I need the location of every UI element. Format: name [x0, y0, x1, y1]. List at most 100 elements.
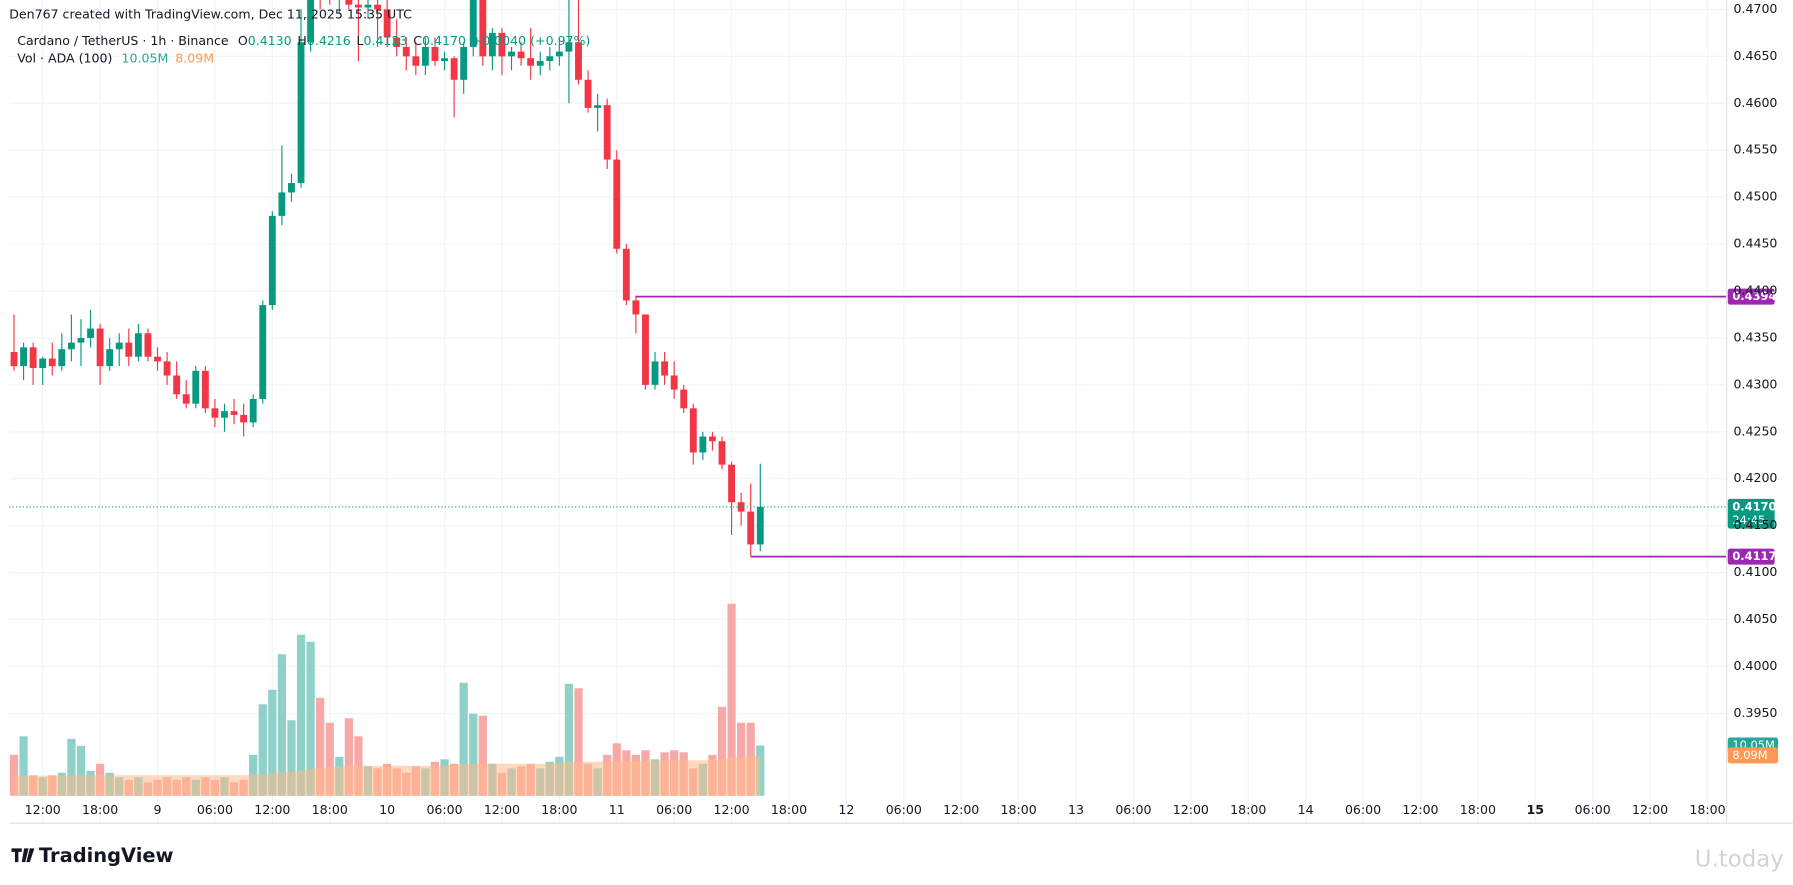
x-tick-label: 18:00: [771, 802, 807, 817]
volume-pane: [9, 603, 765, 796]
volume-bar: [258, 704, 267, 796]
y-tick-label: 0.4400: [1733, 283, 1777, 298]
volume-bar: [19, 736, 28, 796]
candle-body: [20, 347, 27, 367]
candle-body: [498, 32, 506, 57]
candle-body: [87, 328, 94, 338]
volume-bar: [67, 738, 76, 796]
ohlc-key: H: [297, 33, 306, 48]
countdown: 24:45: [1732, 513, 1765, 527]
ohlc-value: 0.4130: [248, 33, 292, 48]
volume-label: 8.09M: [1732, 748, 1767, 762]
candle-body: [154, 356, 161, 362]
volume-bar: [287, 720, 296, 796]
candle-body: [555, 51, 563, 57]
candle-body: [173, 375, 181, 395]
candle-body: [115, 342, 123, 350]
y-tick-label: 0.4200: [1733, 470, 1777, 485]
candle-body: [718, 441, 726, 465]
x-tick-label: 06:00: [656, 802, 692, 817]
x-tick-label: 12:00: [1402, 802, 1438, 817]
y-tick-label: 0.4250: [1733, 423, 1777, 438]
volume-bar: [478, 715, 487, 796]
candle-body: [106, 349, 114, 367]
x-tick-label: 12: [838, 802, 854, 817]
x-tick-label: 12:00: [1632, 802, 1668, 817]
header: Den767 created with TradingView.com, Dec…: [9, 6, 412, 21]
volume-bar: [9, 754, 19, 796]
candle-body: [622, 248, 630, 301]
x-tick-label: 06:00: [1115, 802, 1151, 817]
candle-body: [488, 32, 496, 57]
x-tick-label: 10: [379, 802, 395, 817]
volume-bar: [469, 713, 478, 796]
candle-body: [689, 408, 697, 453]
candle-body: [450, 58, 458, 80]
candle-body: [699, 436, 707, 453]
candle-body: [230, 411, 238, 415]
x-tick-label: 18:00: [1230, 802, 1266, 817]
candle-body: [240, 414, 248, 423]
candle-body: [39, 358, 47, 368]
volume-ma-value: 8.09M: [175, 50, 214, 65]
candle-body: [479, 0, 487, 57]
candle-body: [747, 511, 755, 545]
candle-body: [192, 370, 200, 404]
candle-body: [431, 46, 439, 62]
candle-body: [345, 0, 353, 5]
grid: [9, 0, 1727, 824]
candle-body: [421, 46, 429, 66]
volume-bar: [296, 634, 306, 796]
volume-bar: [564, 683, 574, 796]
price-label: 0.4394: [1732, 289, 1776, 303]
x-tick-label: 11: [609, 802, 625, 817]
legend-volume: Vol · ADA (100) 10.05M 8.09M: [17, 50, 214, 65]
candle-body: [307, 0, 315, 43]
x-tick-label: 14: [1298, 802, 1314, 817]
last-price-label: 0.4170: [1732, 499, 1776, 513]
x-tick-label: 06:00: [886, 802, 922, 817]
candle-body: [565, 42, 573, 52]
volume-bar: [717, 706, 727, 796]
volume-bar: [277, 654, 287, 796]
candle-body: [508, 51, 515, 57]
candle-body: [632, 300, 640, 315]
candle-body: [594, 105, 602, 108]
candle-body: [460, 46, 468, 80]
axes: 0.3950 0.4000 0.4050 0.4100 0.4150 0.4200 0.42…: [25, 1, 1778, 817]
candle-body: [249, 398, 257, 423]
y-tick-label: 0.4500: [1733, 189, 1777, 204]
volume-bar: [344, 718, 353, 796]
legend-line: Cardano / TetherUS · 1h · Binance O0.4130…: [17, 33, 590, 48]
candle-body: [661, 361, 669, 376]
x-tick-label: 18:00: [1460, 802, 1496, 817]
x-tick-label: 12:00: [25, 802, 61, 817]
candle-body: [584, 79, 592, 108]
candle-body: [259, 305, 267, 399]
volume-bar: [306, 641, 315, 796]
y-tick-label: 0.4300: [1733, 376, 1777, 391]
candle-body: [374, 4, 382, 10]
candle-body: [96, 328, 104, 367]
candle-body: [517, 51, 525, 59]
candle-body: [297, 42, 305, 184]
candle-body: [393, 37, 401, 47]
candle-body: [144, 333, 152, 357]
volume-bar: [325, 722, 334, 796]
y-tick-label: 0.4600: [1733, 95, 1777, 110]
candle-body: [756, 506, 764, 545]
y-tick-label: 0.4050: [1733, 611, 1777, 626]
candle-body: [77, 337, 85, 343]
candle-body: [163, 361, 171, 376]
x-tick-label: 06:00: [426, 802, 462, 817]
price-label: 0.4117: [1732, 549, 1776, 563]
symbol: Cardano / TetherUS · 1h · Binance: [17, 33, 229, 48]
x-tick-label: 12:00: [254, 802, 290, 817]
candle-body: [201, 370, 209, 409]
x-tick-label: 9: [154, 802, 162, 817]
ohlc-value: 0.4123: [364, 33, 408, 48]
x-tick-label: 18:00: [312, 802, 348, 817]
candle-body: [680, 389, 688, 409]
